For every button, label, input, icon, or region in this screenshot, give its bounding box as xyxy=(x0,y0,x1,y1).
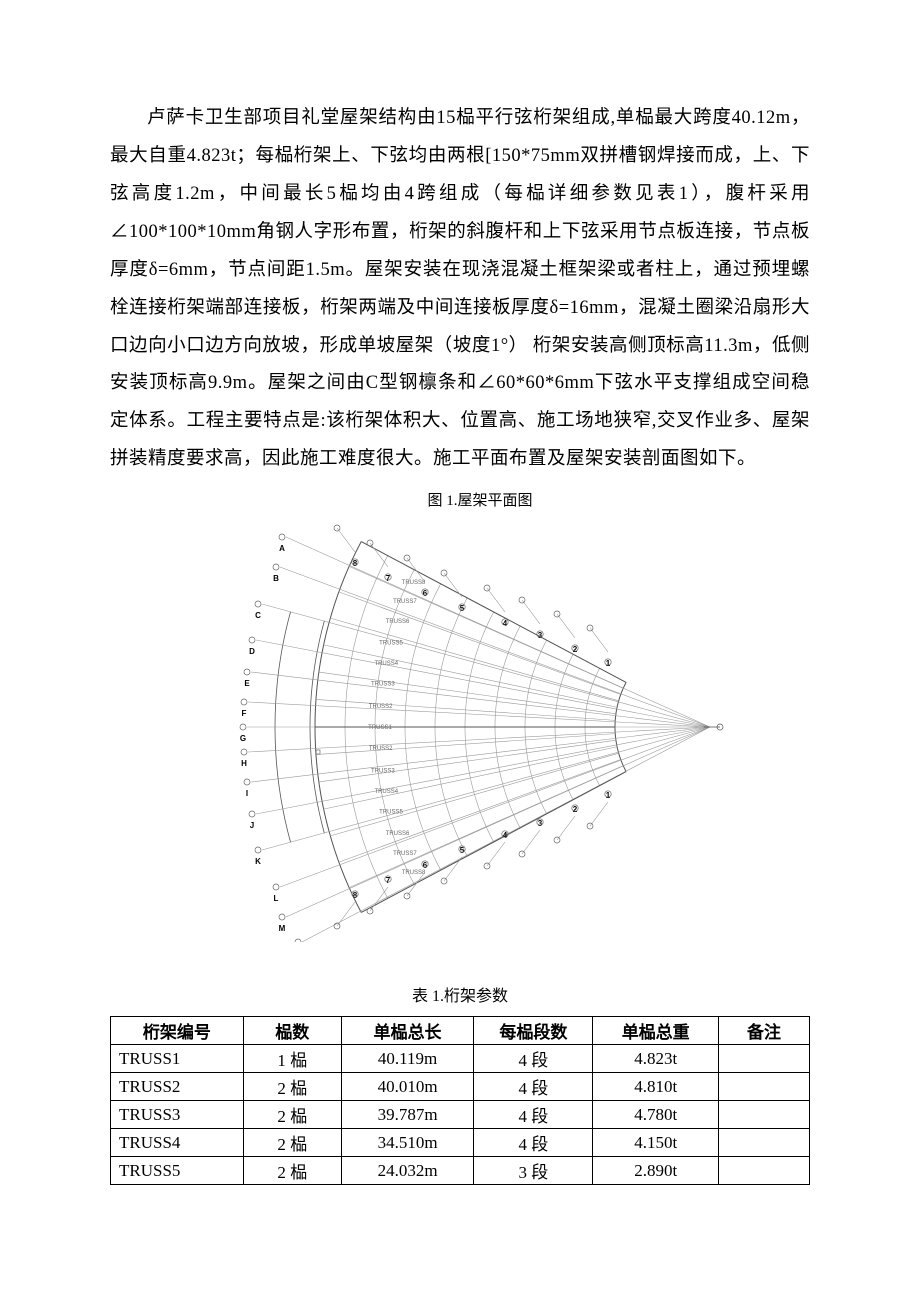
svg-text:F: F xyxy=(242,709,247,718)
svg-text:E: E xyxy=(244,679,250,688)
svg-text:TRUSS3: TRUSS3 xyxy=(371,769,395,775)
svg-text:K: K xyxy=(255,857,261,866)
table-cell: 4 段 xyxy=(474,1101,593,1129)
svg-text:3: 3 xyxy=(538,819,543,828)
svg-text:TRUSS2: TRUSS2 xyxy=(369,746,393,752)
table-cell: 39.787m xyxy=(341,1101,474,1129)
table-cell: 40.119m xyxy=(341,1045,474,1073)
svg-text:TRUSS7: TRUSS7 xyxy=(393,851,417,857)
table-cell: 24.032m xyxy=(341,1157,474,1185)
svg-text:TRUSS4: TRUSS4 xyxy=(374,789,398,795)
table-row: TRUSS42 榀34.510m4 段4.150t xyxy=(111,1129,810,1157)
table-cell: 4 段 xyxy=(474,1045,593,1073)
svg-text:3: 3 xyxy=(538,631,543,640)
table-row: TRUSS22 榀40.010m4 段4.810t xyxy=(111,1073,810,1101)
svg-text:TRUSS1: TRUSS1 xyxy=(368,725,392,731)
table-cell xyxy=(719,1101,810,1129)
table-cell: 4 段 xyxy=(474,1129,593,1157)
table-cell: 4.150t xyxy=(593,1129,719,1157)
svg-text:8: 8 xyxy=(353,559,358,568)
table-cell xyxy=(719,1073,810,1101)
truss-param-table: 桁架编号榀数单榀总长每榀段数单榀总重备注 TRUSS11 榀40.119m4 段… xyxy=(110,1016,810,1185)
table-cell: 2 榀 xyxy=(243,1073,341,1101)
table-cell: TRUSS1 xyxy=(111,1045,244,1073)
svg-text:5: 5 xyxy=(460,846,465,855)
table-header-cell: 单榀总重 xyxy=(593,1017,719,1045)
table-cell xyxy=(719,1129,810,1157)
svg-text:8: 8 xyxy=(353,891,358,900)
table-row: TRUSS11 榀40.119m4 段4.823t xyxy=(111,1045,810,1073)
svg-text:J: J xyxy=(250,821,254,830)
svg-text:M: M xyxy=(279,924,286,933)
table-cell: 34.510m xyxy=(341,1129,474,1157)
svg-text:4: 4 xyxy=(503,619,508,628)
table-header-cell: 备注 xyxy=(719,1017,810,1045)
svg-text:H: H xyxy=(241,759,247,768)
svg-text:G: G xyxy=(240,734,246,743)
svg-text:D: D xyxy=(249,647,255,656)
svg-text:TRUSS5: TRUSS5 xyxy=(379,810,403,816)
table-cell: 3 段 xyxy=(474,1157,593,1185)
table-cell: 4.810t xyxy=(593,1073,719,1101)
svg-text:1: 1 xyxy=(606,791,611,800)
svg-text:7: 7 xyxy=(386,574,391,583)
table-header-cell: 榀数 xyxy=(243,1017,341,1045)
svg-text:5: 5 xyxy=(460,604,465,613)
svg-text:6: 6 xyxy=(423,861,428,870)
svg-text:TRUSS5: TRUSS5 xyxy=(379,641,403,647)
table-cell: 1 榀 xyxy=(243,1045,341,1073)
svg-text:TRUSS2: TRUSS2 xyxy=(369,704,393,710)
table-cell: TRUSS5 xyxy=(111,1157,244,1185)
table-header-cell: 每榀段数 xyxy=(474,1017,593,1045)
svg-text:7: 7 xyxy=(386,876,391,885)
table-header-row: 桁架编号榀数单榀总长每榀段数单榀总重备注 xyxy=(111,1017,810,1045)
table-header-cell: 桁架编号 xyxy=(111,1017,244,1045)
svg-text:TRUSS6: TRUSS6 xyxy=(386,619,410,625)
table-cell: 2.890t xyxy=(593,1157,719,1185)
svg-text:A: A xyxy=(279,544,285,553)
table-caption: 表 1.桁架参数 xyxy=(110,982,810,1006)
svg-text:TRUSS4: TRUSS4 xyxy=(374,661,398,667)
svg-text:TRUSS7: TRUSS7 xyxy=(393,599,417,605)
svg-text:4: 4 xyxy=(503,831,508,840)
table-cell: TRUSS2 xyxy=(111,1073,244,1101)
table-cell: TRUSS3 xyxy=(111,1101,244,1129)
table-cell: 2 榀 xyxy=(243,1101,341,1129)
table-header-cell: 单榀总长 xyxy=(341,1017,474,1045)
table-cell: 4.780t xyxy=(593,1101,719,1129)
table-row: TRUSS52 榀24.032m3 段2.890t xyxy=(111,1157,810,1185)
table-cell xyxy=(719,1157,810,1185)
svg-text:TRUSS6: TRUSS6 xyxy=(386,831,410,837)
table-cell xyxy=(719,1045,810,1073)
svg-text:TRUSS8: TRUSS8 xyxy=(402,580,426,586)
truss-plan-diagram: ABCDEFGHIJKLMNTRUSS8TRUSS7TRUSS6TRUSS5TR… xyxy=(230,512,730,942)
svg-text:B: B xyxy=(273,574,279,583)
figure-1: 图 1.屋架平面图 ABCDEFGHIJKLMNTRUSS8TRUSS7TRUS… xyxy=(230,489,730,942)
table-cell: 2 榀 xyxy=(243,1157,341,1185)
svg-text:TRUSS8: TRUSS8 xyxy=(402,870,426,876)
svg-text:TRUSS3: TRUSS3 xyxy=(371,682,395,688)
table-cell: 40.010m xyxy=(341,1073,474,1101)
svg-text:6: 6 xyxy=(423,589,428,598)
svg-text:1: 1 xyxy=(606,659,611,668)
table-cell: TRUSS4 xyxy=(111,1129,244,1157)
table-row: TRUSS32 榀39.787m4 段4.780t xyxy=(111,1101,810,1129)
table-cell: 2 榀 xyxy=(243,1129,341,1157)
svg-text:2: 2 xyxy=(573,805,578,814)
svg-text:C: C xyxy=(255,611,261,620)
svg-text:I: I xyxy=(246,789,248,798)
table-cell: 4.823t xyxy=(593,1045,719,1073)
svg-text:2: 2 xyxy=(573,645,578,654)
figure-caption: 图 1.屋架平面图 xyxy=(230,489,730,510)
body-paragraph: 卢萨卡卫生部项目礼堂屋架结构由15榀平行弦桁架组成,单榀最大跨度40.12m，最… xyxy=(110,100,810,479)
table-cell: 4 段 xyxy=(474,1073,593,1101)
svg-text:L: L xyxy=(274,894,279,903)
